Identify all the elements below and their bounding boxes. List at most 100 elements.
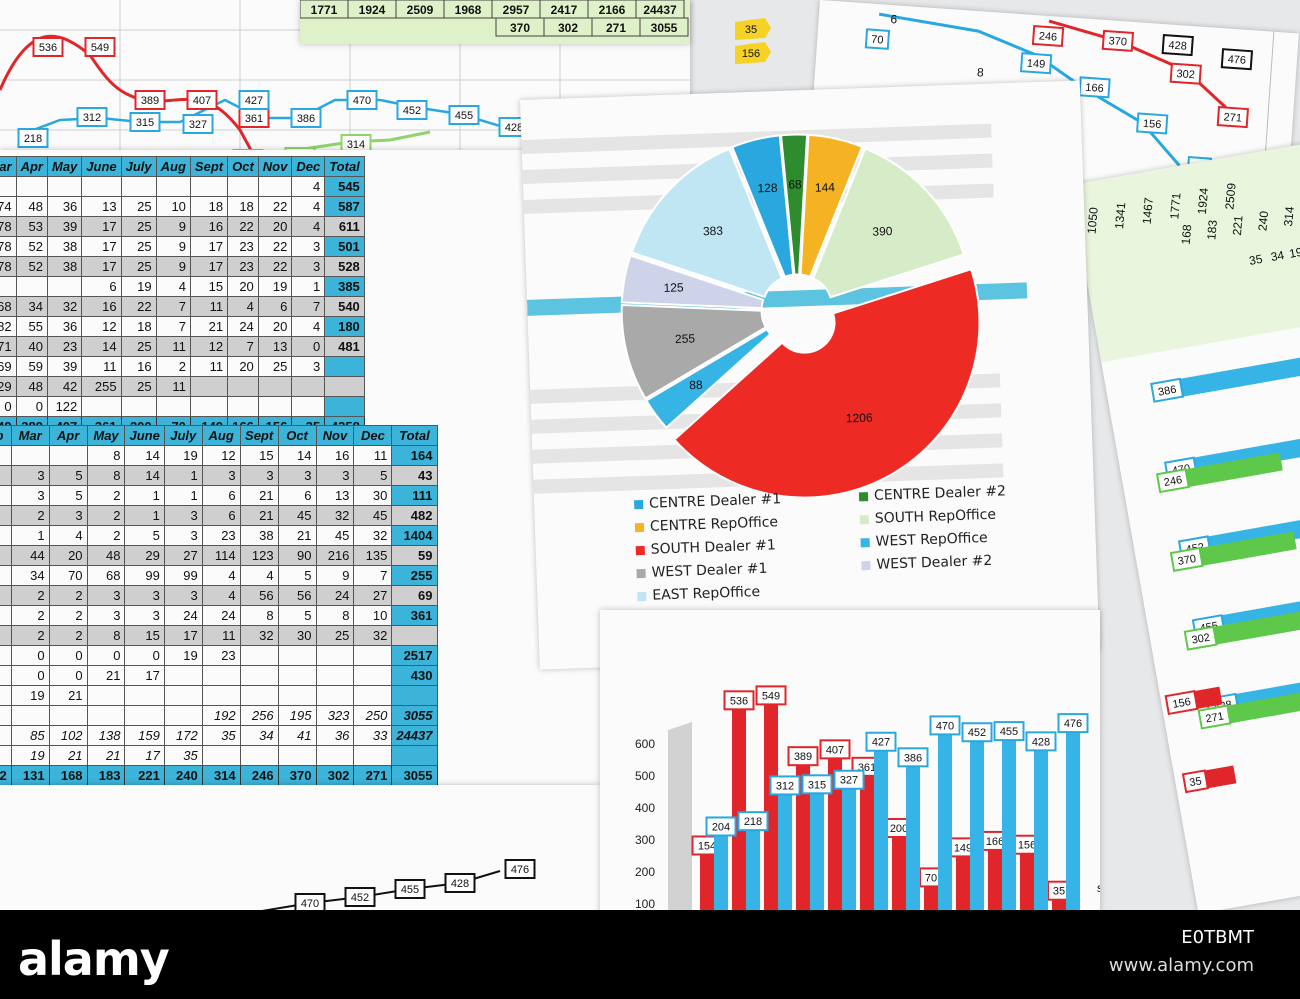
column-header: Dec — [353, 425, 393, 446]
bar-label-red: 70 — [919, 867, 943, 888]
svg-text:452: 452 — [351, 892, 369, 904]
table-cell: 20 — [257, 316, 293, 337]
legend-label: WEST Dealer #1 — [651, 560, 768, 581]
table-cell: 3 — [10, 465, 50, 486]
pie-slice-label: 1206 — [846, 410, 873, 425]
svg-text:455: 455 — [455, 110, 473, 122]
table-cell: 13 — [81, 196, 122, 217]
table-cell: 41 — [277, 725, 317, 746]
table-cell: 14 — [124, 445, 165, 466]
table-cell: 56 — [277, 585, 317, 606]
svg-text:455: 455 — [1000, 726, 1018, 738]
table-cell — [10, 705, 50, 726]
table-cell — [315, 745, 355, 766]
bar-blue: 476 — [1057, 713, 1089, 910]
table-cell: 21 — [48, 685, 88, 706]
table-cell — [15, 276, 48, 297]
table-cell: 12 — [189, 336, 229, 357]
table-cell: 15 — [239, 445, 279, 466]
table-cell: 59 — [391, 545, 438, 566]
line-label-black: 428 — [444, 873, 476, 893]
svg-text:302: 302 — [558, 21, 578, 35]
legend-item: WEST Dealer #2 — [861, 553, 993, 574]
table-cell: 7 — [155, 296, 191, 317]
footer-bar: alamy E0TBMT www.alamy.com — [0, 910, 1300, 999]
table-cell: 35 — [201, 725, 241, 746]
table-cell: 20 — [257, 216, 293, 237]
bar-label-blue: 315 — [801, 774, 833, 795]
bar-y-tick: 100 — [635, 897, 655, 910]
top-table-strip: 1771 1924 2509 1968 2957 2417 2166 24437 370 302 2… — [300, 0, 690, 44]
table-cell: 1 — [163, 465, 203, 486]
table-cell: 74 — [0, 196, 17, 217]
column-header: Sept — [239, 425, 279, 446]
bar-label-blue: 428 — [1025, 731, 1057, 752]
table-cell: 0 — [0, 396, 17, 417]
table-cell: 361 — [391, 605, 438, 626]
legend-label: SOUTH Dealer #1 — [650, 537, 776, 558]
svg-text:246: 246 — [1163, 474, 1183, 489]
table-cell: 7 — [291, 296, 326, 317]
table-cell — [155, 396, 191, 417]
strip-cell: 271 — [591, 17, 641, 37]
table-cell: 32 — [353, 625, 393, 646]
column-header: Nov — [315, 425, 355, 446]
legend-item: SOUTH Dealer #1 — [635, 537, 776, 558]
table-cell: 99 — [163, 565, 203, 586]
table-cell: 5 — [48, 465, 88, 486]
table-row: 0 0 21 17 430 — [0, 665, 438, 686]
table-cell: 114 — [201, 545, 241, 566]
table-cell: 3 — [291, 256, 326, 277]
bar-red: 156 — [1011, 834, 1043, 910]
table-cell: 0 — [124, 645, 165, 666]
table-cell — [201, 685, 241, 706]
column-header: May — [86, 425, 126, 446]
table-cell: 4 — [291, 216, 326, 237]
table-cell: 8 — [86, 445, 126, 466]
table-cell: 0 — [10, 645, 50, 666]
table-cell — [0, 525, 12, 546]
table-row: 78 53 39 17 25 9 16 22 20 4 611 — [0, 216, 365, 237]
column-header: July — [163, 425, 203, 446]
table-cell: 19 — [10, 745, 50, 766]
svg-text:536: 536 — [730, 695, 748, 707]
table-cell: 17 — [124, 745, 165, 766]
table-cell: 540 — [324, 296, 365, 317]
pie-slice-label: 390 — [872, 224, 893, 239]
table-cell: 23 — [46, 336, 83, 357]
table-cell: 3 — [124, 605, 165, 626]
column-header: Oct — [277, 425, 317, 446]
bar-blue: 386 — [897, 747, 929, 910]
table-cell: 78 — [0, 236, 17, 257]
svg-text:361: 361 — [245, 113, 263, 125]
table-cell — [353, 745, 393, 766]
pie-slice: 68 — [779, 133, 809, 276]
svg-text:427: 427 — [245, 95, 263, 107]
legend-swatch — [861, 560, 871, 570]
svg-text:271: 271 — [1223, 111, 1242, 124]
table-cell — [0, 585, 12, 606]
bar-blue: 455 — [993, 721, 1025, 910]
line-label-red: 246 — [1031, 24, 1065, 48]
line-label-black: 428 — [1161, 34, 1194, 57]
pie-slice: 125 — [620, 254, 765, 310]
svg-text:35: 35 — [745, 24, 757, 36]
line-label-black: 452 — [344, 887, 376, 907]
table-cell: 111 — [391, 485, 438, 506]
column-header: Aug — [201, 425, 241, 446]
table-cell — [315, 665, 355, 686]
table-cell: 9 — [155, 216, 191, 237]
table-cell — [163, 665, 203, 686]
axis-number: 8 — [977, 65, 985, 79]
svg-text:389: 389 — [794, 751, 812, 763]
table-cell: 7 — [155, 316, 191, 337]
right-bar-label: 246 — [1155, 468, 1190, 494]
table-cell — [10, 445, 50, 466]
table-cell: 13 — [257, 336, 293, 357]
legend-swatch — [634, 499, 644, 509]
table-cell: 10 — [155, 196, 191, 217]
right-table-value: 34 — [1270, 248, 1286, 264]
right-bar-green: 246 — [1155, 452, 1283, 494]
table-cell: 172 — [163, 725, 203, 746]
